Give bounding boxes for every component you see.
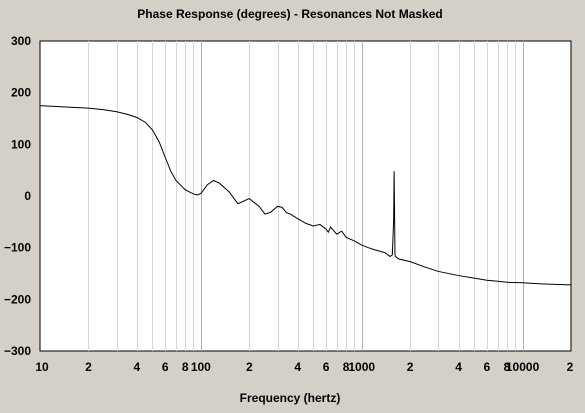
x-tick-label: 2 xyxy=(246,360,253,374)
chart-title: Phase Response (degrees) - Resonances No… xyxy=(137,7,442,21)
phase-series-line xyxy=(39,105,572,286)
x-axis-label: Frequency (hertz) xyxy=(240,391,341,405)
x-tick-label: 8 xyxy=(182,360,189,374)
series-layer xyxy=(39,105,572,286)
x-tick-label: 100 xyxy=(191,360,211,374)
x-tick-label: 4 xyxy=(134,360,141,374)
x-tick-label: 10 xyxy=(35,360,49,374)
x-tick-label: 4 xyxy=(455,360,462,374)
x-tick-label: 8 xyxy=(343,360,350,374)
x-tick-label: 2 xyxy=(567,360,574,374)
x-tick-label: 2 xyxy=(407,360,414,374)
y-tick-label: 200 xyxy=(11,86,31,100)
x-tick-label: 10000 xyxy=(506,360,540,374)
x-gridlines xyxy=(88,41,524,351)
y-tick-label: −200 xyxy=(4,292,31,306)
x-tick-label: 4 xyxy=(294,360,301,374)
y-tick-label: 100 xyxy=(11,137,31,151)
plot-area xyxy=(39,40,572,352)
x-tick-label: 6 xyxy=(323,360,330,374)
y-tick-label: −300 xyxy=(4,344,31,358)
y-tick-label: 300 xyxy=(11,34,31,48)
y-tick-label: 0 xyxy=(24,189,31,203)
y-axis-ticks: 300 200 100 0 −100 −200 −300 xyxy=(4,34,31,358)
x-tick-label: 2 xyxy=(85,360,92,374)
x-tick-label: 6 xyxy=(162,360,169,374)
y-tick-label: −100 xyxy=(4,241,31,255)
x-tick-label: 6 xyxy=(484,360,491,374)
x-tick-label: 1000 xyxy=(348,360,375,374)
x-tick-label: 8 xyxy=(504,360,511,374)
